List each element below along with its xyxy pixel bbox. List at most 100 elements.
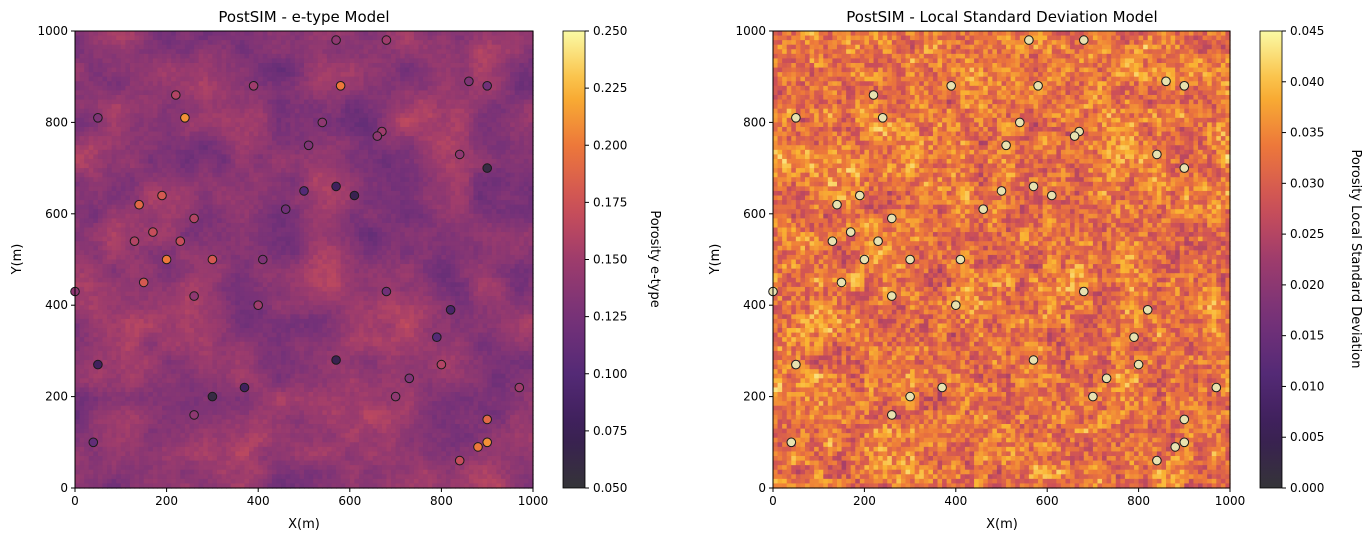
heatmap-cell xyxy=(253,218,259,224)
heatmap-cell xyxy=(276,177,282,183)
heatmap-cell xyxy=(391,227,397,233)
heatmap-cell xyxy=(125,113,131,119)
heatmap-cell xyxy=(157,177,163,183)
heatmap-cell xyxy=(450,145,456,151)
heatmap-cell xyxy=(455,158,461,165)
heatmap-cell xyxy=(207,131,213,137)
heatmap-cell xyxy=(84,117,90,123)
heatmap-cell xyxy=(198,108,204,114)
heatmap-cell xyxy=(198,204,204,210)
heatmap-cell xyxy=(184,131,191,137)
heatmap-cell xyxy=(349,40,355,46)
heatmap-cell xyxy=(262,250,268,256)
heatmap-cell xyxy=(221,49,227,55)
heatmap-cell xyxy=(436,149,442,155)
heatmap-cell xyxy=(102,76,108,82)
heatmap-cell xyxy=(519,67,525,73)
heatmap-cell xyxy=(322,236,328,242)
heatmap-cell xyxy=(496,232,502,238)
heatmap-cell xyxy=(285,31,291,37)
heatmap-cell xyxy=(308,209,314,215)
heatmap-cell xyxy=(358,136,365,142)
heatmap-cell xyxy=(102,122,108,128)
heatmap-cell xyxy=(152,90,159,96)
heatmap-cell xyxy=(340,131,346,137)
heatmap-cell xyxy=(395,204,401,210)
heatmap-cell xyxy=(519,232,525,238)
heatmap-cell xyxy=(180,76,186,82)
heatmap-cell xyxy=(152,195,159,201)
heatmap-cell xyxy=(189,67,195,73)
heatmap-cell xyxy=(258,104,264,110)
heatmap-cell xyxy=(317,35,323,41)
heatmap-cell xyxy=(139,154,145,160)
heatmap-cell xyxy=(116,104,122,110)
heatmap-cell xyxy=(386,136,392,142)
heatmap-cell xyxy=(107,168,113,174)
heatmap-cell xyxy=(97,232,104,238)
heatmap-cell xyxy=(400,168,406,174)
heatmap-cell xyxy=(528,81,534,87)
heatmap-cell xyxy=(523,168,530,174)
heatmap-cell xyxy=(400,76,406,82)
heatmap-cell xyxy=(194,90,200,96)
heatmap-cell xyxy=(84,76,90,82)
heatmap-cell xyxy=(184,241,191,247)
heatmap-cell xyxy=(519,213,525,219)
heatmap-cell xyxy=(505,140,511,146)
heatmap-cell xyxy=(505,227,511,233)
heatmap-cell xyxy=(322,181,328,187)
heatmap-cell xyxy=(102,58,108,64)
heatmap-cell xyxy=(198,250,204,256)
heatmap-cell xyxy=(455,168,461,174)
heatmap-cell xyxy=(313,200,319,206)
heatmap-cell xyxy=(244,254,250,261)
heatmap-cell xyxy=(459,227,465,233)
heatmap-cell xyxy=(212,126,218,133)
heatmap-cell xyxy=(79,172,85,178)
heatmap-cell xyxy=(162,204,168,210)
heatmap-cell xyxy=(381,62,388,69)
heatmap-cell xyxy=(267,172,273,178)
heatmap-cell xyxy=(162,49,168,55)
heatmap-cell xyxy=(523,81,530,87)
heatmap-cell xyxy=(491,131,497,137)
heatmap-cell xyxy=(473,222,479,229)
heatmap-cell xyxy=(345,49,351,55)
heatmap-cell xyxy=(75,76,81,82)
heatmap-cell xyxy=(221,67,227,73)
heatmap-cell xyxy=(381,31,388,37)
heatmap-cell xyxy=(519,241,525,247)
heatmap-cell xyxy=(249,218,255,224)
heatmap-cell xyxy=(441,163,447,169)
heatmap-cell xyxy=(148,117,154,123)
heatmap-cell xyxy=(459,172,465,178)
heatmap-cell xyxy=(478,158,484,165)
heatmap-cell xyxy=(478,94,484,101)
heatmap-cell xyxy=(510,254,516,261)
heatmap-cell xyxy=(528,158,534,165)
heatmap-cell xyxy=(404,104,410,110)
heatmap-cell xyxy=(230,62,236,69)
heatmap-cell xyxy=(84,108,90,114)
heatmap-cell xyxy=(473,76,479,82)
heatmap-cell xyxy=(285,177,291,183)
heatmap-cell xyxy=(441,245,447,251)
heatmap-cell xyxy=(514,154,520,160)
heatmap-cell xyxy=(262,218,268,224)
heatmap-cell xyxy=(299,35,305,41)
heatmap-cell xyxy=(207,122,213,128)
heatmap-cell xyxy=(116,168,122,174)
heatmap-cell xyxy=(459,126,465,133)
heatmap-cell xyxy=(528,218,534,224)
heatmap-cell xyxy=(102,232,108,238)
heatmap-cell xyxy=(317,131,323,137)
heatmap-cell xyxy=(377,58,383,64)
heatmap-cell xyxy=(253,31,259,37)
heatmap-cell xyxy=(510,35,516,41)
heatmap-cell xyxy=(491,44,497,50)
heatmap-cell xyxy=(505,245,511,251)
heatmap-cell xyxy=(79,209,85,215)
heatmap-cell xyxy=(258,227,264,233)
heatmap-cell xyxy=(459,158,465,165)
